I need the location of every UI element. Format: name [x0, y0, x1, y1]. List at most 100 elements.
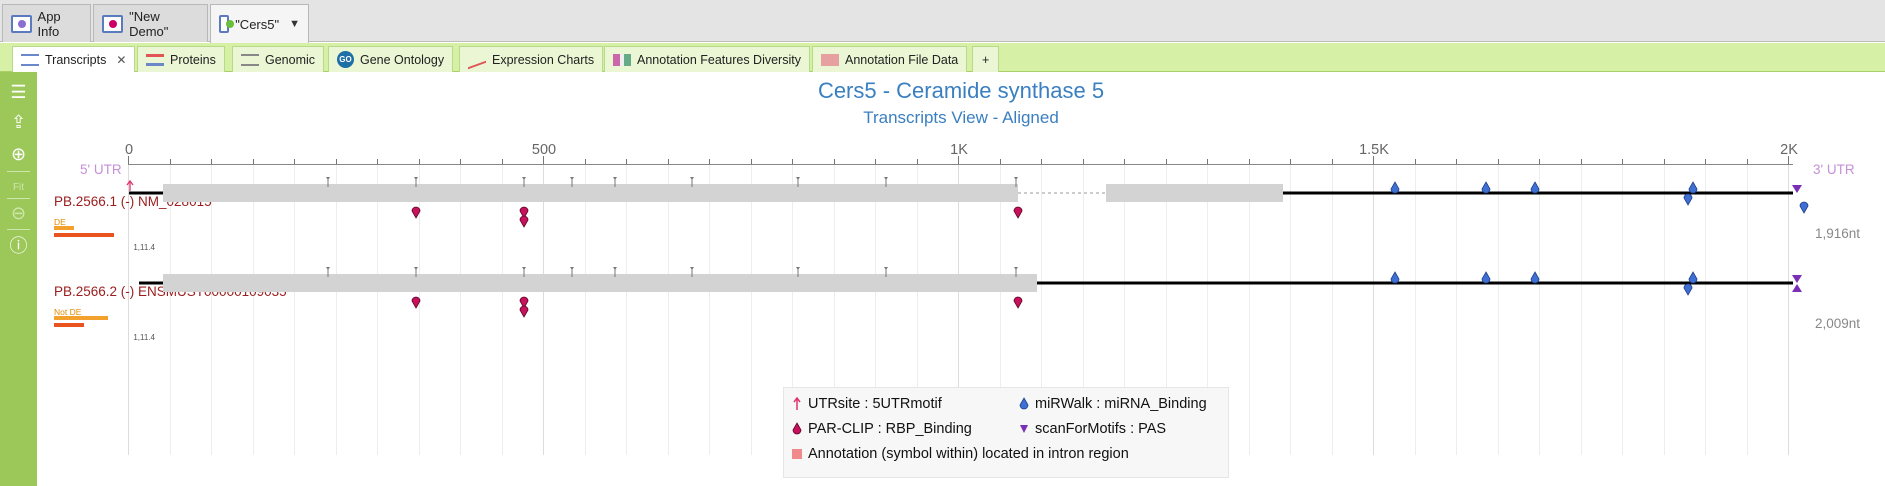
axis-tick	[1456, 159, 1457, 164]
tab-transcripts[interactable]: Transcripts ✕	[12, 46, 136, 72]
grid-line	[834, 165, 835, 455]
tab-proteins[interactable]: Proteins	[137, 46, 225, 72]
axis-line	[128, 164, 1793, 165]
tab-genomic[interactable]: Genomic	[232, 46, 325, 72]
grid-line	[709, 165, 710, 455]
plus-icon: +	[982, 52, 990, 67]
tab-label: Genomic	[265, 52, 316, 67]
grid-line	[1747, 165, 1748, 455]
grid-line	[336, 165, 337, 455]
tab-label: App Info	[37, 8, 61, 39]
mirna-binding-marker	[1688, 271, 1698, 284]
axis-tick	[1622, 159, 1623, 164]
add-tab-button[interactable]: +	[972, 46, 1000, 72]
window-tab-bar: App Info "New Demo" "Cers5" ▼	[0, 0, 1885, 43]
exon-junction	[884, 177, 888, 180]
axis-tick	[211, 159, 212, 164]
grid-line	[917, 165, 918, 455]
tab-app-info[interactable]: App Info	[2, 4, 91, 42]
gene-icon	[219, 15, 235, 33]
transcript-name[interactable]: PB.2566.1 (-) NM_028015	[54, 194, 212, 209]
grid-line	[626, 165, 627, 455]
rbp-binding-marker	[519, 215, 529, 228]
zoom-in-icon[interactable]: ⊕	[10, 144, 27, 164]
expression-bar	[54, 316, 108, 320]
view-tab-bar: Transcripts ✕ Proteins Genomic GO Gene O…	[0, 43, 1885, 72]
annotation-diversity-icon	[613, 53, 631, 66]
help-icon[interactable]: ⓘ	[9, 236, 28, 256]
grid-line	[1622, 165, 1623, 455]
axis-tick-label: 500	[531, 142, 557, 158]
axis-tick	[1166, 159, 1167, 164]
axis-tick	[1788, 156, 1789, 164]
grid-line	[1166, 165, 1167, 455]
tab-annotation-file-data[interactable]: Annotation File Data	[812, 46, 968, 72]
tab-annotation-features-diversity[interactable]: Annotation Features Diversity	[604, 46, 810, 72]
grid-line	[668, 165, 669, 455]
transcript-length: 1,916nt	[1815, 226, 1861, 241]
axis-tick	[1747, 159, 1748, 164]
legend-item: UTRsite : 5UTRmotif	[792, 396, 942, 412]
grid-line	[1207, 165, 1208, 455]
fit-icon[interactable]: Fit	[12, 182, 25, 193]
mirna-binding-marker	[1390, 271, 1400, 284]
tab-new-demo[interactable]: "New Demo"	[93, 4, 208, 42]
axis-tick	[958, 156, 959, 164]
menu-icon[interactable]: ☰	[10, 82, 27, 102]
mirna-binding-marker	[1530, 181, 1540, 194]
tab-expression-charts[interactable]: Expression Charts	[459, 46, 604, 72]
pas-motif-marker	[1792, 284, 1802, 292]
legend-item: Annotation (symbol within) located in in…	[792, 446, 1129, 462]
rbp-binding-marker	[519, 206, 529, 219]
zoom-out-icon[interactable]: ⊖	[10, 203, 27, 223]
grid-line	[1041, 165, 1042, 455]
grid-line	[1000, 165, 1001, 455]
expression-value: 1,11.4	[133, 333, 155, 342]
tab-cers5[interactable]: "Cers5" ▼	[210, 4, 309, 43]
axis-tick	[751, 159, 752, 164]
axis-tick	[253, 159, 254, 164]
export-icon[interactable]: ⇪	[10, 112, 27, 132]
legend-label: miRWalk : miRNA_Binding	[1035, 396, 1207, 412]
close-icon[interactable]: ✕	[116, 52, 127, 67]
grid-line	[1249, 165, 1250, 455]
grid-line	[958, 165, 959, 455]
grid-line	[1332, 165, 1333, 455]
axis-tick	[377, 159, 378, 164]
mirna-binding-marker	[1799, 201, 1809, 214]
exon-junction	[796, 267, 800, 270]
axis-tick	[419, 159, 420, 164]
exon-junction	[522, 177, 526, 180]
grid-line	[294, 165, 295, 455]
mirna-binding-marker	[1481, 271, 1491, 284]
grid-line	[1498, 165, 1499, 455]
pas-motif-marker	[1792, 185, 1802, 193]
exon-junction	[570, 267, 574, 270]
pas-motif-marker	[1792, 275, 1802, 283]
tab-label: Proteins	[170, 52, 216, 67]
axis-tick	[1373, 156, 1374, 164]
grid-line	[1456, 165, 1457, 455]
transcript-name[interactable]: PB.2566.2 (-) ENSMUST00000109035	[54, 284, 287, 299]
rbp-binding-marker	[519, 296, 529, 309]
page-subtitle: Transcripts View - Aligned	[863, 108, 1059, 127]
legend-label: UTRsite : 5UTRmotif	[808, 396, 942, 412]
transcript-length: 2,009nt	[1815, 316, 1861, 331]
tab-gene-ontology[interactable]: GO Gene Ontology	[328, 46, 454, 72]
teardrop-icon	[1019, 397, 1029, 410]
axis-tick	[875, 159, 876, 164]
chevron-down-icon[interactable]: ▼	[289, 18, 300, 30]
exon-junction	[884, 267, 888, 270]
app-info-icon	[11, 14, 32, 33]
grid-line	[1581, 165, 1582, 455]
grid-line	[792, 165, 793, 455]
grid-line	[128, 165, 129, 455]
grid-line	[1290, 165, 1291, 455]
grid-line	[419, 165, 420, 455]
utr5-label: 5' UTR	[80, 162, 122, 177]
axis-tick-label: 1.5K	[1359, 142, 1389, 158]
exon-junction	[326, 177, 330, 180]
grid-line	[543, 165, 544, 455]
page-title: Cers5 - Ceramide synthase 5	[817, 78, 1105, 103]
axis-tick	[543, 156, 544, 164]
